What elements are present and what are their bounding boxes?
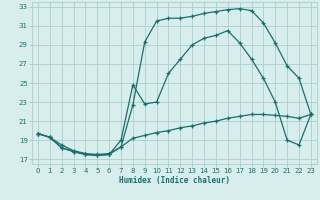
X-axis label: Humidex (Indice chaleur): Humidex (Indice chaleur) bbox=[119, 176, 230, 185]
